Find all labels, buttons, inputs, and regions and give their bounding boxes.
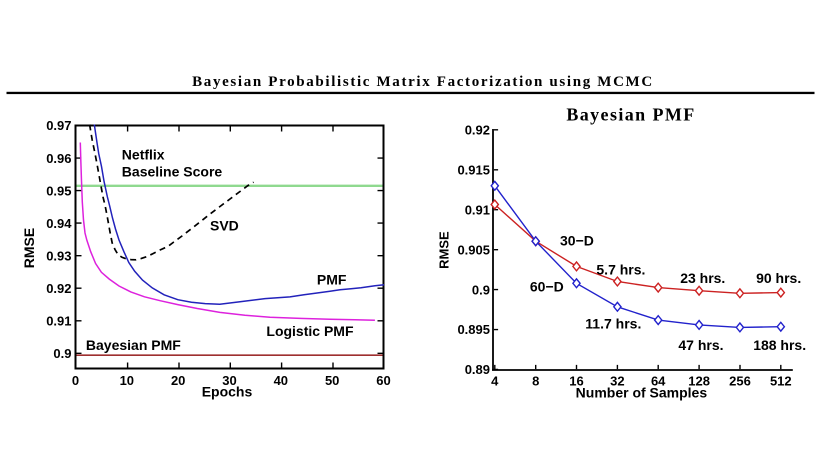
svg-text:0.915: 0.915 <box>457 162 490 177</box>
svg-text:0.94: 0.94 <box>46 216 72 231</box>
svg-text:128: 128 <box>688 373 710 388</box>
svg-text:0.97: 0.97 <box>46 118 71 133</box>
svg-text:47 hrs.: 47 hrs. <box>678 337 723 353</box>
svg-text:0.93: 0.93 <box>46 248 71 263</box>
svg-text:16: 16 <box>569 373 583 388</box>
svg-text:4: 4 <box>491 373 499 388</box>
svg-text:20: 20 <box>171 373 185 388</box>
svg-text:90 hrs.: 90 hrs. <box>756 270 801 286</box>
svg-text:Bayesian Probabilistic Matrix: Bayesian Probabilistic Matrix Factorizat… <box>192 74 654 90</box>
svg-text:512: 512 <box>770 373 792 388</box>
svg-text:Epochs: Epochs <box>202 384 253 400</box>
svg-text:60−D: 60−D <box>530 279 564 295</box>
svg-text:SVD: SVD <box>210 217 239 233</box>
svg-text:Bayesian PMF: Bayesian PMF <box>566 105 695 125</box>
svg-text:188 hrs.: 188 hrs. <box>753 337 806 353</box>
svg-text:11.7 hrs.: 11.7 hrs. <box>585 315 641 331</box>
svg-text:5.7 hrs.: 5.7 hrs. <box>596 262 645 278</box>
svg-text:RMSE: RMSE <box>21 228 37 268</box>
svg-text:0.91: 0.91 <box>46 314 71 329</box>
svg-text:0.905: 0.905 <box>457 242 490 257</box>
svg-text:8: 8 <box>532 373 539 388</box>
svg-text:Netflix: Netflix <box>122 147 165 163</box>
svg-text:0.895: 0.895 <box>457 322 490 337</box>
svg-text:0.92: 0.92 <box>46 281 71 296</box>
svg-text:0.95: 0.95 <box>46 183 71 198</box>
svg-text:Bayesian PMF: Bayesian PMF <box>86 337 181 353</box>
svg-text:64: 64 <box>651 373 666 388</box>
svg-text:30: 30 <box>222 373 236 388</box>
svg-text:RMSE: RMSE <box>436 231 451 269</box>
svg-text:23 hrs.: 23 hrs. <box>680 270 725 286</box>
svg-text:0.92: 0.92 <box>465 123 490 138</box>
svg-text:Number of Samples: Number of Samples <box>576 384 708 400</box>
svg-text:0.9: 0.9 <box>472 282 490 297</box>
svg-text:32: 32 <box>610 373 624 388</box>
svg-text:60: 60 <box>376 373 390 388</box>
svg-text:30−D: 30−D <box>560 233 594 249</box>
svg-text:0.89: 0.89 <box>465 362 490 377</box>
svg-text:0.96: 0.96 <box>46 151 71 166</box>
svg-text:40: 40 <box>274 373 288 388</box>
svg-text:0.9: 0.9 <box>53 346 71 361</box>
svg-text:0.91: 0.91 <box>465 202 490 217</box>
svg-text:Logistic PMF: Logistic PMF <box>266 323 354 339</box>
svg-text:0: 0 <box>72 373 79 388</box>
svg-text:50: 50 <box>325 373 339 388</box>
svg-text:256: 256 <box>729 373 751 388</box>
svg-text:10: 10 <box>120 373 134 388</box>
svg-text:PMF: PMF <box>317 271 347 287</box>
svg-text:Baseline Score: Baseline Score <box>122 163 223 179</box>
